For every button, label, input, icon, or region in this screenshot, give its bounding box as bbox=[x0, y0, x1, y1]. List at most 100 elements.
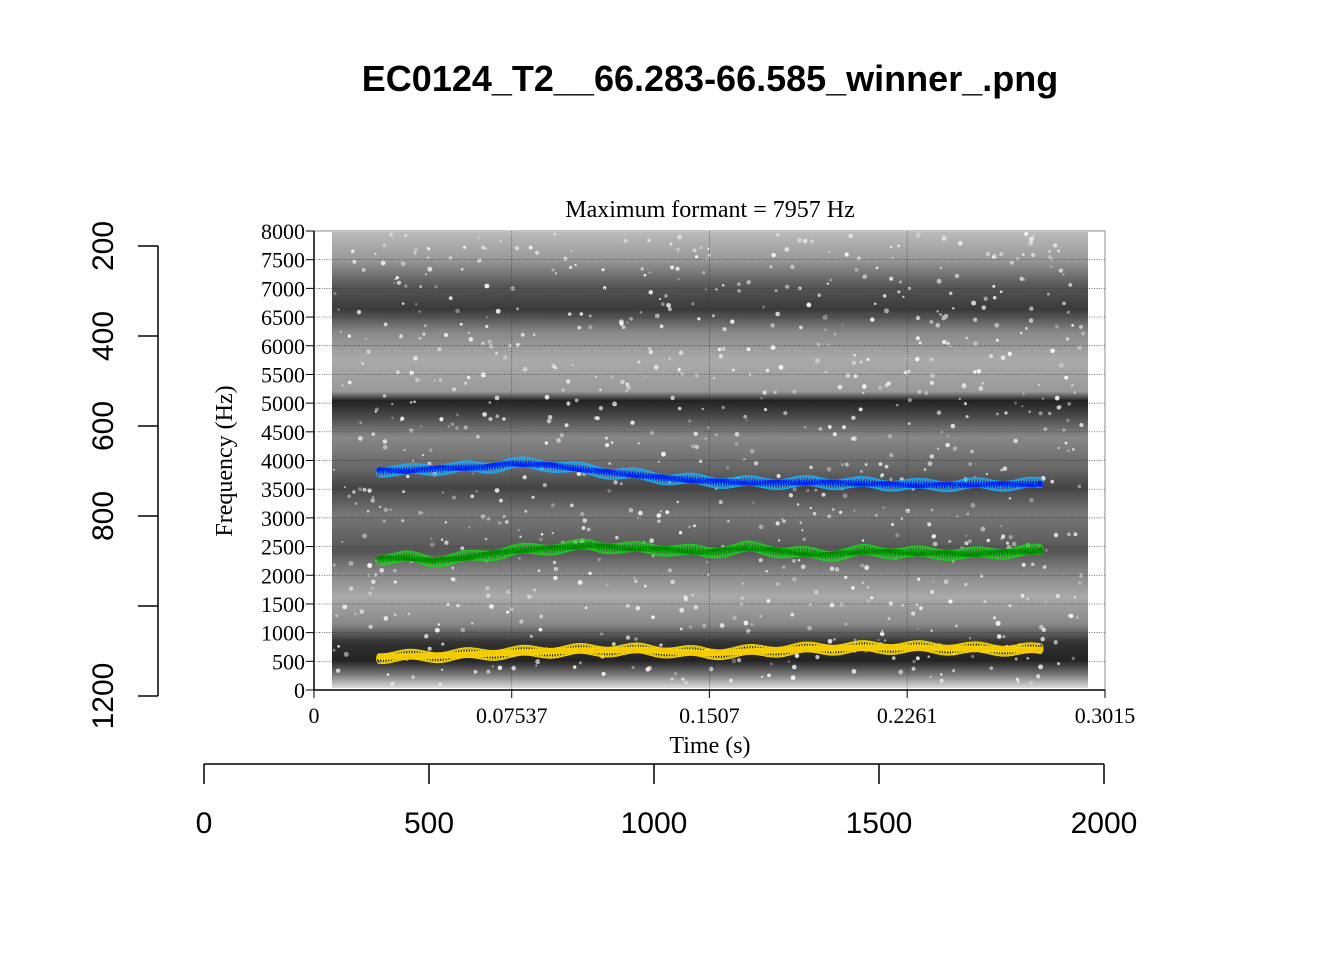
spectrogram-speckle bbox=[510, 286, 515, 291]
spectrogram-speckle bbox=[770, 323, 775, 328]
formant-point bbox=[1036, 547, 1044, 554]
spectrogram-speckle bbox=[429, 542, 435, 548]
spectrogram-speckle bbox=[737, 282, 741, 286]
spectrogram-speckle bbox=[806, 302, 812, 308]
spectrogram-speckle bbox=[981, 382, 984, 385]
spectrogram-speckle bbox=[763, 408, 768, 412]
spectrogram-speckle bbox=[467, 331, 471, 335]
spectrogram-speckle bbox=[900, 517, 904, 520]
spectrogram-speckle bbox=[841, 425, 847, 430]
spectrogram-speckle bbox=[915, 336, 920, 341]
spectrogram-speckle bbox=[936, 447, 940, 450]
spectrogram-speckle bbox=[1073, 532, 1078, 537]
spectrogram-speckle bbox=[759, 615, 763, 618]
spectrogram-speckle bbox=[598, 405, 604, 411]
spectrogram-speckle bbox=[670, 677, 674, 681]
spectrogram-speckle bbox=[484, 537, 488, 541]
spectrogram-speckle bbox=[822, 314, 828, 320]
spectrogram-speckle bbox=[814, 590, 819, 595]
spectrogram-speckle bbox=[434, 627, 440, 633]
spectrogram-speckle bbox=[907, 422, 911, 426]
spectrogram-speckle bbox=[468, 526, 471, 529]
spectrogram-speckle bbox=[678, 350, 684, 356]
spectrogram-speckle bbox=[1020, 593, 1025, 598]
spectrogram-speckle bbox=[411, 675, 415, 679]
spectrogram-speckle bbox=[732, 615, 737, 621]
spectrogram-speckle bbox=[792, 577, 797, 582]
spectrogram-speckle bbox=[608, 462, 611, 465]
spectrogram-speckle bbox=[737, 289, 742, 293]
y-tick-label: 6500 bbox=[261, 305, 305, 330]
y-tick-label: 4500 bbox=[261, 420, 305, 445]
spectrogram-speckle bbox=[851, 360, 856, 366]
spectrogram-speckle bbox=[418, 310, 422, 313]
spectrogram-speckle bbox=[559, 433, 564, 438]
spectrogram-speckle bbox=[936, 278, 942, 284]
spectrogram-speckle bbox=[539, 614, 544, 619]
spectrogram-speckle bbox=[637, 442, 640, 445]
spectrogram-speckle bbox=[546, 418, 552, 424]
spectrogram-speckle bbox=[654, 313, 660, 319]
spectrogram-speckle bbox=[569, 503, 574, 508]
spectrogram-speckle bbox=[497, 665, 503, 671]
spectrogram-speckle bbox=[932, 534, 937, 538]
spectrogram-speckle bbox=[678, 530, 683, 535]
spectrogram-speckle bbox=[495, 414, 500, 418]
spectrogram-speckle bbox=[561, 388, 566, 392]
spectrogram-speckle bbox=[414, 377, 418, 381]
spectrogram-speckle bbox=[539, 537, 543, 542]
spectrogram-speckle bbox=[762, 390, 767, 395]
spectrogram-speckle bbox=[368, 591, 373, 596]
spectrogram-speckle bbox=[891, 256, 894, 259]
spectrogram-speckle bbox=[746, 347, 751, 352]
spectrogram-speckle bbox=[497, 521, 502, 525]
spectrogram-speckle bbox=[775, 311, 781, 317]
spectrogram-speckle bbox=[450, 422, 455, 426]
spectrogram-speckle bbox=[1029, 680, 1034, 685]
spectrogram-image bbox=[332, 232, 1088, 688]
spectrogram-speckle bbox=[1064, 441, 1068, 445]
spectrogram-speckle bbox=[888, 601, 893, 606]
spectrogram-speckle bbox=[1043, 427, 1048, 432]
spectrogram-speckle bbox=[484, 247, 488, 250]
spectrogram-speckle bbox=[342, 604, 348, 610]
spectrogram-speckle bbox=[1005, 541, 1010, 545]
spectrogram-speckle bbox=[897, 244, 901, 248]
spectrogram-speckle bbox=[739, 602, 744, 606]
spectrogram-speckle bbox=[996, 412, 999, 416]
spectrogram-speckle bbox=[1073, 596, 1077, 599]
spectrogram-speckle bbox=[886, 381, 891, 386]
spectrogram-speckle bbox=[973, 370, 977, 374]
spectrogram-speckle bbox=[332, 563, 336, 567]
spectrogram-speckle bbox=[964, 582, 968, 587]
spectrogram-speckle bbox=[486, 593, 491, 598]
spectrogram-speckle bbox=[374, 573, 378, 577]
spectrogram-speckle bbox=[1013, 438, 1018, 444]
x-tick-label: 0.07537 bbox=[476, 703, 548, 728]
spectrogram-speckle bbox=[637, 516, 640, 520]
spectrogram-speckle bbox=[782, 565, 786, 569]
inner-axes: 0 500 1000 1500 2000 2500 3000 3500 4000 4500 5000… bbox=[261, 219, 1135, 728]
spectrogram-speckle bbox=[879, 473, 884, 478]
spectrogram-speckle bbox=[792, 389, 797, 394]
spectrogram-speckle bbox=[1062, 273, 1065, 276]
spectrogram-speckle bbox=[761, 675, 764, 678]
spectrogram-speckle bbox=[697, 317, 701, 321]
spectrogram-speckle bbox=[1037, 383, 1041, 387]
spectrogram-speckle bbox=[743, 620, 749, 626]
x-tick-label: 0 bbox=[309, 703, 320, 728]
spectrogram-speckle bbox=[440, 538, 444, 542]
spectrogram-speckle bbox=[810, 239, 814, 244]
spectrogram-speckle bbox=[1067, 532, 1071, 536]
spectrogram-speckle bbox=[350, 249, 355, 254]
spectrogram-speckle bbox=[424, 634, 429, 639]
spectrogram-speckle bbox=[379, 567, 385, 573]
spectrogram-speckle bbox=[367, 488, 372, 493]
spectrogram-speckle bbox=[1046, 292, 1050, 296]
spectrogram-speckle bbox=[505, 589, 511, 595]
spectrogram-speckle bbox=[954, 624, 958, 628]
spectrogram-speckle bbox=[693, 524, 696, 528]
spectrogram-speckle bbox=[335, 668, 341, 673]
spectrogram-speckle bbox=[444, 540, 449, 545]
